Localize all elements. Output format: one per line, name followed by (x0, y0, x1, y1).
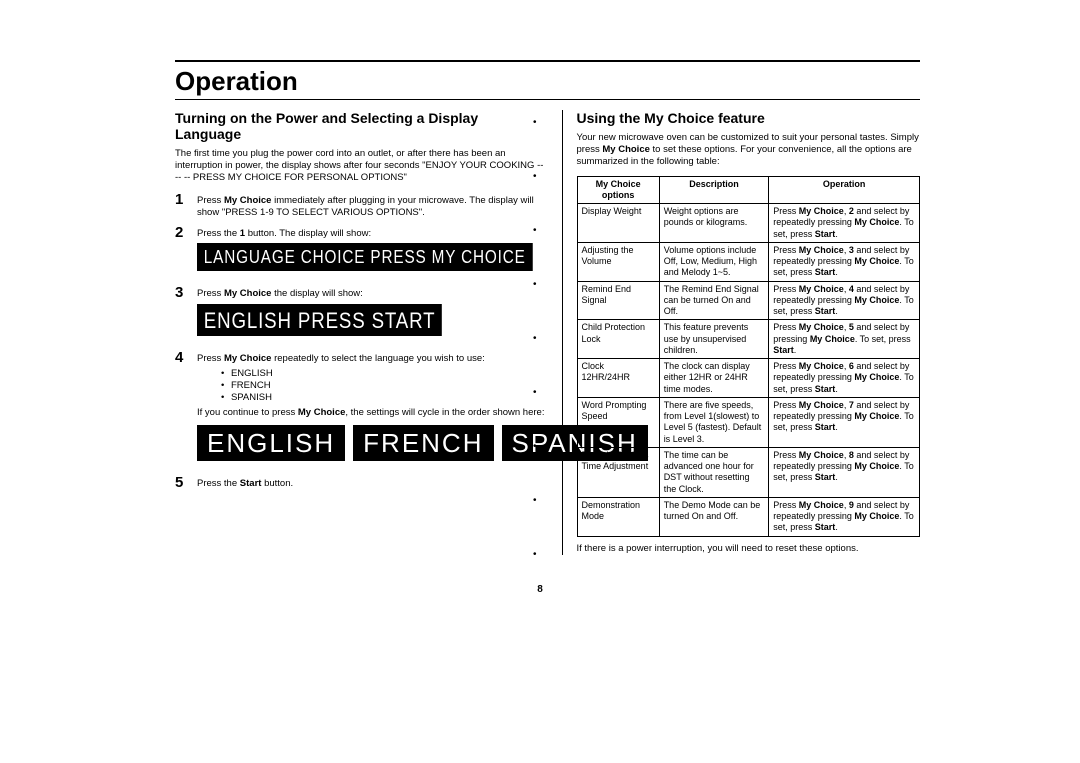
step-body: Press My Choice immediately after pluggi… (197, 192, 548, 219)
step-number: 3 (175, 285, 197, 300)
two-column-layout: Turning on the Power and Selecting a Dis… (175, 110, 920, 555)
lcd-display: ENGLISH (197, 425, 345, 462)
cell-operation: Press My Choice, 4 and select by repeate… (769, 281, 920, 320)
steps-list: 1 Press My Choice immediately after plug… (175, 192, 548, 490)
cell-operation: Press My Choice, 8 and select by repeate… (769, 447, 920, 497)
cell-operation: Press My Choice, 2 and select by repeate… (769, 204, 920, 243)
text: the display will show: (271, 288, 362, 299)
step-body: Press My Choice the display will show: E… (197, 285, 548, 344)
manual-page: Operation Turning on the Power and Selec… (0, 0, 1080, 555)
table-row: Child Protection LockThis feature preven… (577, 320, 920, 359)
cell-option: Child Protection Lock (577, 320, 659, 359)
text: button. The display will show: (245, 228, 371, 239)
cell-option: Daylight Savings Time Adjustment (577, 447, 659, 497)
cell-option: Adjusting the Volume (577, 242, 659, 281)
left-subhead: Turning on the Power and Selecting a Dis… (175, 110, 548, 142)
cell-operation: Press My Choice, 3 and select by repeate… (769, 242, 920, 281)
table-row: Adjusting the VolumeVolume options inclu… (577, 242, 920, 281)
table-row: Remind End SignalThe Remind End Signal c… (577, 281, 920, 320)
step-2: 2 Press the 1 button. The display will s… (175, 225, 548, 279)
lcd-display: FRENCH (353, 425, 493, 462)
bold-text: My Choice (602, 144, 650, 155)
cell-option: Clock 12HR/24HR (577, 359, 659, 398)
cell-operation: Press My Choice, 5 and select by pressin… (769, 320, 920, 359)
cell-desc: Volume options include Off, Low, Medium,… (659, 242, 769, 281)
cell-desc: The clock can display either 12HR or 24H… (659, 359, 769, 398)
cell-option: Word Prompting Speed (577, 397, 659, 447)
text: button. (261, 478, 293, 489)
cell-option: Display Weight (577, 204, 659, 243)
table-row: Display WeightWeight options are pounds … (577, 204, 920, 243)
cell-desc: This feature prevents use by unsupervise… (659, 320, 769, 359)
step-number: 1 (175, 192, 197, 207)
cell-desc: The Demo Mode can be turned On and Off. (659, 497, 769, 536)
table-header-row: My Choice options Description Operation (577, 176, 920, 204)
cell-operation: Press My Choice, 6 and select by repeate… (769, 359, 920, 398)
lcd-display: ENGLISH PRESS START (197, 304, 442, 337)
cell-option: Remind End Signal (577, 281, 659, 320)
right-intro: Your new microwave oven can be customize… (577, 132, 921, 168)
left-column: Turning on the Power and Selecting a Dis… (175, 110, 563, 555)
table-row: Word Prompting SpeedThere are five speed… (577, 397, 920, 447)
cell-desc: The Remind End Signal can be turned On a… (659, 281, 769, 320)
left-intro: The first time you plug the power cord i… (175, 148, 548, 184)
step-number: 5 (175, 475, 197, 490)
table-row: Daylight Savings Time AdjustmentThe time… (577, 447, 920, 497)
text: Press the (197, 228, 240, 239)
text: , the settings will cycle in the order s… (345, 407, 544, 418)
top-rule (175, 60, 920, 62)
th-desc: Description (659, 176, 769, 204)
cell-operation: Press My Choice, 9 and select by repeate… (769, 497, 920, 536)
step-number: 4 (175, 350, 197, 365)
step-3: 3 Press My Choice the display will show:… (175, 285, 548, 344)
cell-operation: Press My Choice, 7 and select by repeate… (769, 397, 920, 447)
cell-option: Demonstration Mode (577, 497, 659, 536)
text: Press (197, 353, 224, 364)
page-number: 8 (0, 584, 1080, 595)
step-5: 5 Press the Start button. (175, 475, 548, 490)
text: Press (197, 288, 224, 299)
cell-desc: The time can be advanced one hour for DS… (659, 447, 769, 497)
step-body: Press the Start button. (197, 475, 548, 490)
table-row: Demonstration ModeThe Demo Mode can be t… (577, 497, 920, 536)
step-number: 2 (175, 225, 197, 240)
step-1: 1 Press My Choice immediately after plug… (175, 192, 548, 219)
cell-desc: Weight options are pounds or kilograms. (659, 204, 769, 243)
th-oper: Operation (769, 176, 920, 204)
th-option: My Choice options (577, 176, 659, 204)
bold-text: My Choice (298, 407, 346, 418)
text: If you continue to press (197, 407, 298, 418)
right-subhead: Using the My Choice feature (577, 110, 921, 126)
cell-desc: There are five speeds, from Level 1(slow… (659, 397, 769, 447)
hole-punch-markers: ••••••••• (533, 118, 537, 560)
right-column: Using the My Choice feature Your new mic… (563, 110, 921, 555)
text: repeatedly to select the language you wi… (271, 353, 484, 364)
lcd-display: LANGUAGE CHOICE PRESS MY CHOICE (197, 243, 533, 271)
footnote: If there is a power interruption, you wi… (577, 543, 921, 555)
bold-text: My Choice (224, 353, 272, 364)
text: Press (197, 195, 224, 206)
table-row: Clock 12HR/24HRThe clock can display eit… (577, 359, 920, 398)
bold-text: My Choice (224, 288, 272, 299)
bold-text: Start (240, 478, 262, 489)
text: Press the (197, 478, 240, 489)
step-4: 4 Press My Choice repeatedly to select t… (175, 350, 548, 469)
page-title: Operation (175, 64, 920, 100)
bold-text: My Choice (224, 195, 272, 206)
options-table: My Choice options Description Operation … (577, 176, 921, 537)
